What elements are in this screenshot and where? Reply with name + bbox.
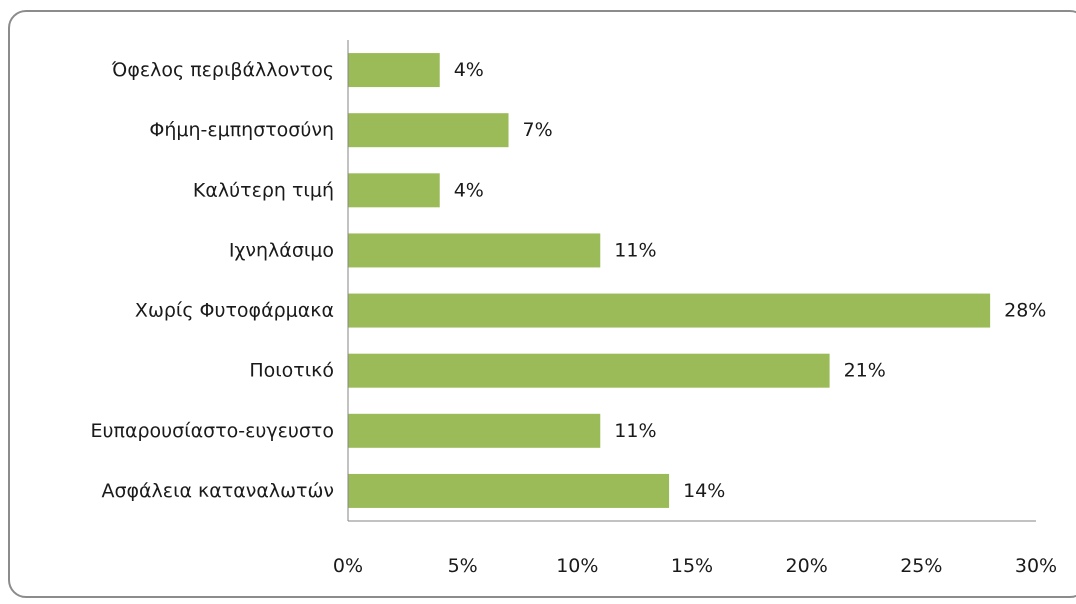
x-tick-label: 10% (556, 555, 598, 577)
data-label: 7% (523, 119, 553, 141)
category-label: Ιχνηλάσιμο (229, 239, 334, 261)
category-label: Καλύτερη τιμή (193, 179, 334, 201)
axis-layer (347, 40, 1036, 522)
category-label: Ευπαρουσίαστο-ευγευστο (91, 420, 334, 442)
bar-2 (348, 113, 509, 148)
bar-8 (348, 473, 670, 508)
category-label: Ασφάλεια καταναλωτών (101, 480, 334, 502)
x-tick-label: 5% (448, 555, 478, 577)
category-label: Φήμη-εμπηστοσύνη (149, 119, 334, 141)
x-tick-label: 20% (786, 555, 828, 577)
category-label: Ποιοτικό (249, 360, 334, 382)
bar-5 (348, 293, 991, 328)
x-tick-label: 30% (1015, 555, 1057, 577)
data-label: 21% (844, 360, 886, 382)
data-label: 4% (454, 179, 484, 201)
category-label: Όφελος περιβάλλοντος (111, 59, 334, 81)
x-tick-label: 15% (671, 555, 713, 577)
category-labels: Όφελος περιβάλλοντος Φήμη-εμπηστοσύνη Καλύ… (91, 59, 334, 502)
bar-1 (348, 53, 440, 88)
data-labels: 4% 7% 4% 11% 28% 21% 11% 14% (454, 59, 1047, 502)
data-label: 28% (1004, 300, 1046, 322)
x-tick-labels: 0% 5% 10% 15% 20% 25% 30% (333, 555, 1057, 577)
bars-layer (348, 53, 991, 508)
bar-6 (348, 353, 830, 388)
bar-7 (348, 413, 601, 448)
data-label: 14% (683, 480, 725, 502)
bar-4 (348, 233, 601, 268)
data-label: 11% (614, 420, 656, 442)
data-label: 11% (614, 239, 656, 261)
x-tick-label: 0% (333, 555, 363, 577)
x-tick-label: 25% (900, 555, 942, 577)
bar-3 (348, 173, 440, 208)
category-label: Χωρίς Φυτοφάρμακα (135, 300, 334, 322)
data-label: 4% (454, 59, 484, 81)
